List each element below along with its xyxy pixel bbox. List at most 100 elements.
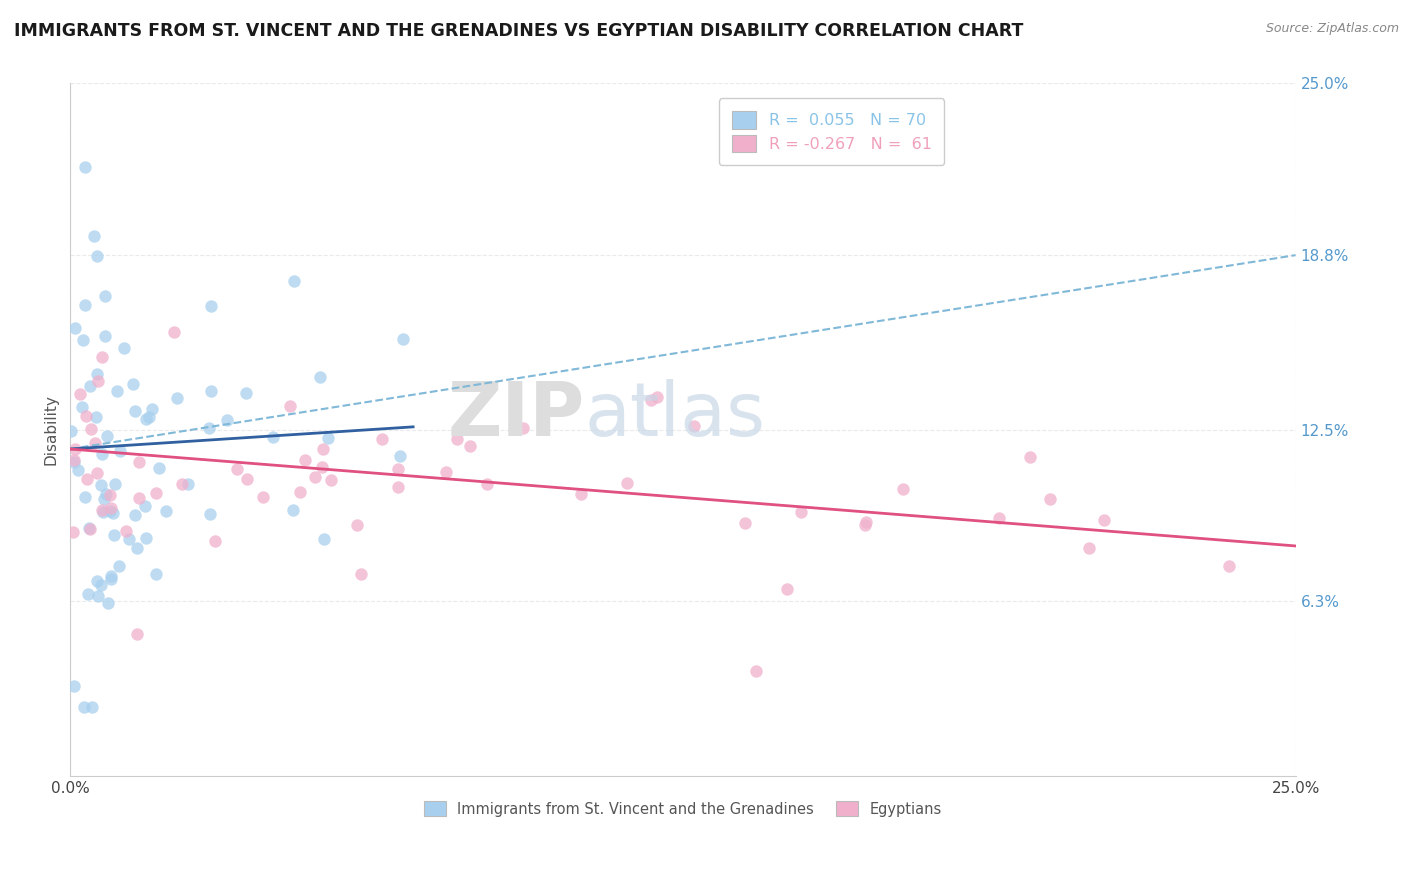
Point xyxy=(125,627,148,641)
Point xyxy=(198,507,221,521)
Point xyxy=(122,377,145,392)
Point xyxy=(225,462,247,476)
Point xyxy=(262,430,284,444)
Point xyxy=(70,400,93,414)
Point xyxy=(308,370,330,384)
Point xyxy=(312,532,335,546)
Point xyxy=(91,446,114,460)
Point xyxy=(177,476,200,491)
Point xyxy=(134,499,156,513)
Point xyxy=(79,379,101,393)
Legend: Immigrants from St. Vincent and the Grenadines, Egyptians: Immigrants from St. Vincent and the Gren… xyxy=(416,794,949,824)
Point xyxy=(321,474,343,488)
Point xyxy=(87,374,110,388)
Point xyxy=(316,431,339,445)
Point xyxy=(86,574,108,589)
Point xyxy=(128,491,150,505)
Point xyxy=(86,367,108,381)
Point xyxy=(87,590,110,604)
Point xyxy=(1078,541,1101,556)
Point xyxy=(236,472,259,486)
Point xyxy=(1092,513,1115,527)
Point xyxy=(90,578,112,592)
Point xyxy=(125,541,148,555)
Point xyxy=(103,528,125,542)
Point xyxy=(91,505,114,519)
Point xyxy=(569,486,592,500)
Point xyxy=(371,432,394,446)
Point xyxy=(124,404,146,418)
Point xyxy=(745,664,768,678)
Point xyxy=(683,419,706,434)
Point xyxy=(118,532,141,546)
Point xyxy=(108,558,131,573)
Point xyxy=(1018,450,1040,464)
Point xyxy=(855,516,877,530)
Point xyxy=(94,289,117,303)
Point xyxy=(90,478,112,492)
Point xyxy=(100,572,122,586)
Point xyxy=(76,472,98,486)
Text: Source: ZipAtlas.com: Source: ZipAtlas.com xyxy=(1265,22,1399,36)
Point xyxy=(79,522,101,536)
Point xyxy=(389,449,412,463)
Point xyxy=(1218,559,1240,574)
Point xyxy=(80,422,103,436)
Point xyxy=(124,508,146,522)
Point xyxy=(512,421,534,435)
Point xyxy=(100,501,122,516)
Point xyxy=(108,443,131,458)
Point xyxy=(69,386,91,401)
Point xyxy=(93,491,115,506)
Point xyxy=(86,249,108,263)
Point xyxy=(97,596,120,610)
Point xyxy=(72,333,94,347)
Point xyxy=(84,435,107,450)
Point xyxy=(148,460,170,475)
Point xyxy=(84,410,107,425)
Point xyxy=(82,699,104,714)
Point xyxy=(73,298,96,312)
Point xyxy=(145,566,167,581)
Point xyxy=(350,567,373,582)
Point xyxy=(304,470,326,484)
Point xyxy=(105,384,128,398)
Point xyxy=(104,477,127,491)
Point xyxy=(283,503,305,517)
Point xyxy=(170,477,193,491)
Point xyxy=(458,439,481,453)
Point xyxy=(98,488,121,502)
Point xyxy=(141,402,163,417)
Point xyxy=(98,504,121,518)
Point xyxy=(163,325,186,339)
Point xyxy=(891,483,914,497)
Point xyxy=(77,587,100,601)
Point xyxy=(103,506,125,520)
Point xyxy=(86,466,108,480)
Point xyxy=(94,328,117,343)
Point xyxy=(135,531,157,545)
Point xyxy=(128,455,150,469)
Point xyxy=(283,275,305,289)
Point xyxy=(475,476,498,491)
Point xyxy=(94,487,117,501)
Point xyxy=(217,413,239,427)
Point xyxy=(853,517,876,532)
Point xyxy=(647,390,669,404)
Point xyxy=(387,480,409,494)
Point xyxy=(75,490,97,504)
Point xyxy=(83,228,105,243)
Point xyxy=(63,321,86,335)
Point xyxy=(138,410,160,425)
Point xyxy=(200,384,222,399)
Point xyxy=(252,491,274,505)
Point xyxy=(434,465,457,479)
Text: atlas: atlas xyxy=(585,379,766,452)
Point xyxy=(100,569,122,583)
Point xyxy=(63,453,86,467)
Point xyxy=(734,516,756,531)
Point xyxy=(204,533,226,548)
Point xyxy=(790,505,813,519)
Point xyxy=(166,391,188,405)
Point xyxy=(294,453,316,467)
